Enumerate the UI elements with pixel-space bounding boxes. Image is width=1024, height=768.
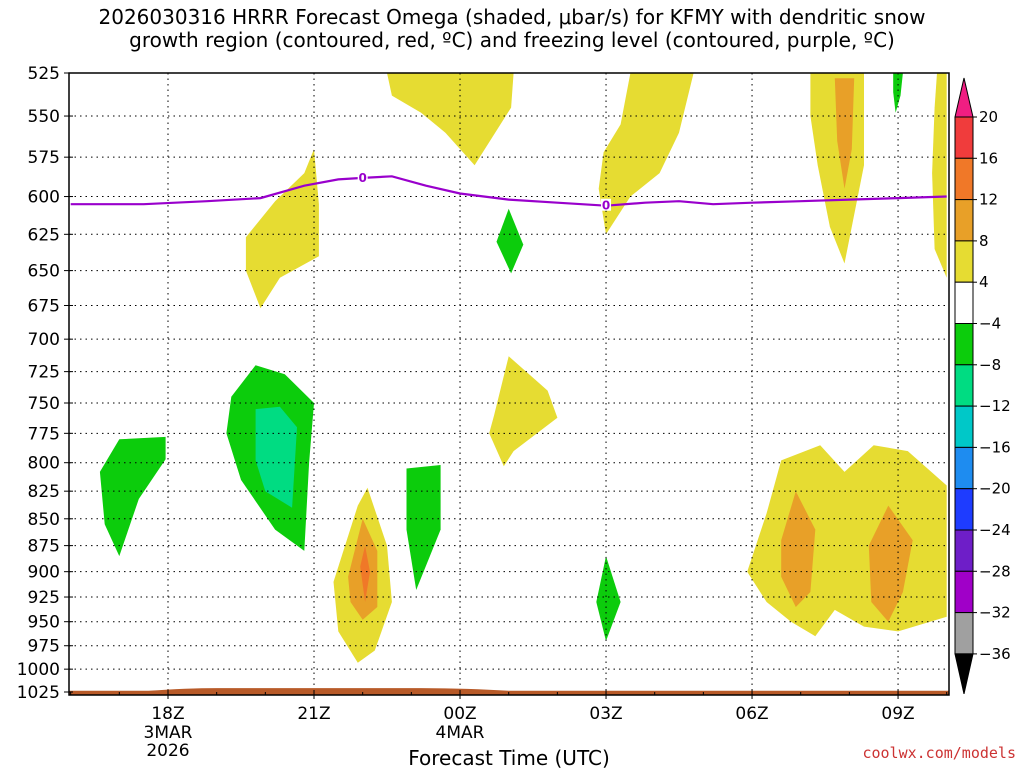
colorbar-tick-label: 12 [979,191,998,209]
x-axis-label: Forecast Time (UTC) [408,746,610,768]
omega-shaded-regions [99,73,947,663]
y-tick-label: 725 [28,363,60,383]
colorbar-tick-label: −24 [979,521,1011,539]
colorbar-bin [954,240,974,283]
colorbar-bin [954,488,974,531]
freezing-level-label: 0 [359,171,367,185]
colorbar: 20 16 12 8 4 −4 −8 −12 −16 −20 −24 −28 −32 −36 [954,77,1011,695]
omega-region-upper-yellow-3 [598,73,694,235]
omega-region-upper-green-1 [893,73,903,113]
colorbar-bin [954,281,974,325]
surface-layer [69,688,949,695]
colorbar-tick-label: −12 [979,397,1011,415]
colorbar-tick-label: 8 [979,232,989,250]
colorbar-bin [954,157,974,201]
chart-title: 2026030316 HRRR Forecast Omega (shaded, … [0,6,1024,52]
omega-region-mid-teal-1 [255,406,297,508]
y-tick-label: 775 [28,424,60,444]
colorbar-tick-label: −4 [979,315,1001,333]
grid-lines [69,73,949,695]
y-tick-label: 675 [28,297,60,317]
x-tick-year: 2026 [146,741,189,761]
colorbar-bottom-arrow [954,653,974,695]
colorbar-tick-label: −36 [979,645,1011,663]
x-tick-sublabel: 3MAR [144,723,193,743]
title-line-1: 2026030316 HRRR Forecast Omega (shaded, … [98,5,926,29]
x-tick-sublabel: 4MAR [436,723,485,743]
y-tick-label: 825 [28,482,60,502]
colorbar-bin [954,529,974,572]
colorbar-bin [954,612,974,655]
x-tick-label: 06Z [735,704,768,724]
omega-region-upper-green-2 [496,208,524,274]
y-tick-label: 850 [28,510,60,530]
colorbar-tick-label: −20 [979,480,1011,498]
y-tick-label: 875 [28,537,60,557]
y-tick-label: 625 [28,225,60,245]
omega-region-low-green-3 [596,556,621,641]
omega-region-upper-orange-1 [834,78,855,189]
y-tick-label: 550 [28,107,60,127]
y-tick-label: 950 [28,613,60,633]
omega-region-upper-yellow-2 [245,149,319,309]
y-tick-label: 925 [28,588,60,608]
y-tick-label: 1025 [17,683,60,703]
y-tick-label: 975 [28,637,60,657]
omega-region-low-orange-2 [781,491,816,607]
colorbar-tick-label: −16 [979,438,1011,456]
x-tick-label: 21Z [297,704,330,724]
freezing-level: 00 [70,170,947,213]
surface-terrain [69,688,949,695]
y-tick-label: 1000 [17,660,60,680]
colorbar-bin [954,116,974,159]
colorbar-tick-label: −28 [979,562,1011,580]
colorbar-bin [954,364,974,407]
omega-region-upper-yellow-1 [387,73,514,166]
y-tick-label: 525 [28,64,60,84]
colorbar-tick-label: 20 [979,108,998,126]
y-tick-label: 700 [28,330,60,350]
omega-region-upper-yellow-5 [932,73,947,278]
freezing-label-bg [357,170,368,183]
colorbar-tick-label: 4 [979,273,989,291]
omega-region-low-red-1 [360,545,370,602]
credit-text: coolwx.com/models [862,744,1016,762]
y-tick-label: 900 [28,563,60,583]
colorbar-bin [954,570,974,614]
colorbar-top-arrow [954,77,974,118]
y-tick-label: 800 [28,454,60,474]
y-tick-label: 575 [28,148,60,168]
colorbar-bin [954,446,974,490]
colorbar-bin [954,199,974,242]
x-tick-label: 03Z [589,704,622,724]
colorbar-tick-label: −8 [979,356,1001,374]
freezing-level-line [70,175,947,207]
y-axis: 525 550 575 600 625 650 675 700 725 750 775 800 825 8… [17,64,73,703]
colorbar-tick-label: −32 [979,604,1011,622]
x-tick-label: 18Z [151,704,184,724]
y-tick-label: 650 [28,262,60,282]
colorbar-bin [954,405,974,448]
omega-region-low-green-2 [406,465,441,590]
omega-region-low-green-1 [99,436,166,557]
x-tick-label: 00Z [443,704,476,724]
colorbar-tick-label: 16 [979,149,998,167]
omega-region-low-yellow-2 [747,445,947,637]
y-tick-label: 750 [28,394,60,414]
omega-region-low-orange-3 [868,505,913,622]
omega-region-mid-yellow-1 [489,356,558,467]
freezing-level-label: 0 [602,199,610,213]
x-tick-label: 09Z [881,704,914,724]
colorbar-bin [954,323,974,366]
title-line-2: growth region (contoured, red, ºC) and f… [129,28,895,52]
y-tick-label: 600 [28,188,60,208]
freezing-label-bg [601,198,612,211]
